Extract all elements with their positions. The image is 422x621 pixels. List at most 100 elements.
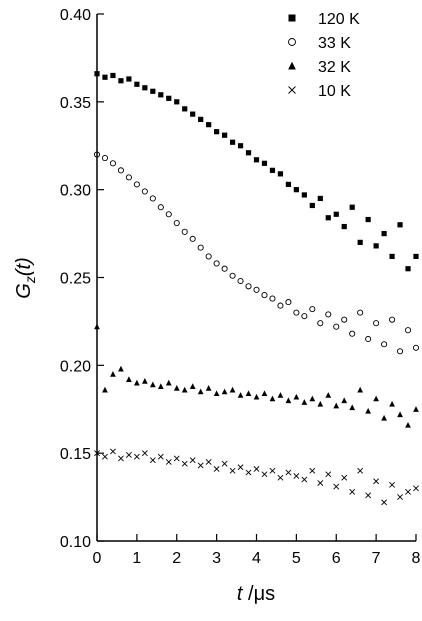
y-tick-label: 0.30	[60, 183, 91, 200]
marker-triangle	[317, 400, 324, 407]
x-tick-label: 4	[252, 550, 261, 567]
marker-circle	[317, 320, 324, 327]
marker-circle	[325, 311, 332, 318]
marker-circle	[189, 235, 196, 242]
marker-cross	[349, 488, 356, 495]
marker-square	[325, 215, 331, 221]
y-tick-label: 0.35	[60, 95, 91, 112]
marker-triangle	[293, 393, 300, 400]
marker-circle	[109, 160, 116, 167]
marker-circle	[288, 38, 296, 46]
marker-cross	[301, 476, 308, 483]
marker-circle	[149, 195, 156, 202]
marker-cross	[261, 471, 268, 478]
marker-triangle	[149, 381, 156, 388]
x-tick-label: 5	[292, 550, 301, 567]
marker-cross	[288, 86, 296, 94]
marker-triangle	[301, 399, 308, 405]
marker-triangle	[261, 390, 268, 397]
marker-cross	[149, 457, 156, 464]
y-tick-label: 0.10	[60, 534, 91, 551]
marker-square	[381, 230, 387, 237]
marker-triangle	[126, 376, 132, 382]
marker-triangle	[245, 390, 252, 397]
marker-cross	[205, 459, 212, 465]
marker-circle	[101, 154, 109, 162]
y-tick-label: 0.20	[60, 358, 91, 375]
marker-circle	[373, 320, 380, 327]
marker-circle	[389, 316, 396, 323]
y-label-rest: (t)	[13, 257, 35, 276]
marker-triangle	[365, 407, 372, 414]
marker-square	[373, 243, 379, 249]
marker-cross	[173, 455, 180, 462]
marker-square	[158, 92, 164, 98]
marker-cross	[285, 469, 292, 476]
marker-square	[166, 95, 172, 101]
x-tick-label: 8	[412, 550, 421, 567]
marker-circle	[381, 341, 388, 348]
marker-circle	[157, 204, 164, 211]
marker-circle	[173, 219, 180, 227]
marker-square	[222, 132, 228, 138]
marker-circle	[285, 299, 292, 306]
marker-square	[94, 71, 100, 77]
marker-circle	[404, 327, 412, 334]
marker-circle	[213, 260, 220, 267]
marker-triangle	[237, 392, 244, 398]
marker-triangle	[413, 406, 419, 412]
marker-square	[317, 195, 323, 202]
marker-triangle	[157, 383, 164, 390]
marker-triangle	[134, 379, 140, 386]
marker-circle	[253, 286, 260, 293]
marker-circle	[141, 188, 148, 195]
marker-cross	[293, 473, 300, 479]
marker-triangle	[333, 402, 340, 409]
marker-square	[253, 157, 260, 163]
marker-square	[118, 78, 124, 84]
x-tick-label: 2	[172, 550, 181, 567]
marker-cross	[397, 494, 403, 501]
marker-cross	[237, 464, 244, 471]
marker-square	[126, 76, 132, 82]
legend-label: 33 K	[318, 35, 351, 52]
legend-label: 10 K	[318, 83, 351, 100]
marker-circle	[277, 302, 284, 309]
marker-circle	[221, 265, 228, 272]
marker-cross	[229, 467, 236, 474]
marker-triangle	[221, 388, 228, 395]
x-tick-label: 1	[132, 550, 141, 567]
marker-square	[245, 150, 252, 156]
marker-triangle	[94, 323, 100, 330]
marker-cross	[189, 457, 196, 464]
marker-square	[341, 223, 347, 230]
marker-cross	[269, 467, 276, 474]
marker-square	[389, 253, 395, 260]
marker-square	[357, 239, 363, 245]
marker-square	[333, 211, 339, 217]
marker-triangle	[118, 365, 124, 372]
marker-triangle	[197, 388, 204, 395]
marker-cross	[333, 483, 340, 490]
marker-cross	[365, 492, 372, 499]
marker-cross	[181, 460, 188, 467]
marker-square	[293, 187, 299, 193]
marker-triangle	[102, 386, 108, 393]
marker-circle	[133, 181, 140, 188]
marker-square	[288, 14, 296, 22]
y-axis-label: Gz(t)	[13, 257, 38, 298]
marker-cross	[389, 481, 395, 488]
x-tick-label: 3	[212, 550, 221, 567]
marker-cross	[102, 453, 108, 460]
marker-square	[142, 85, 148, 91]
marker-square	[405, 266, 411, 272]
marker-cross	[357, 467, 364, 474]
marker-circle	[197, 244, 204, 251]
marker-cross	[165, 459, 172, 465]
marker-cross	[317, 480, 324, 486]
marker-square	[365, 216, 371, 223]
x-tick-label: 6	[332, 550, 341, 567]
marker-triangle	[405, 421, 411, 428]
marker-triangle	[229, 386, 236, 393]
